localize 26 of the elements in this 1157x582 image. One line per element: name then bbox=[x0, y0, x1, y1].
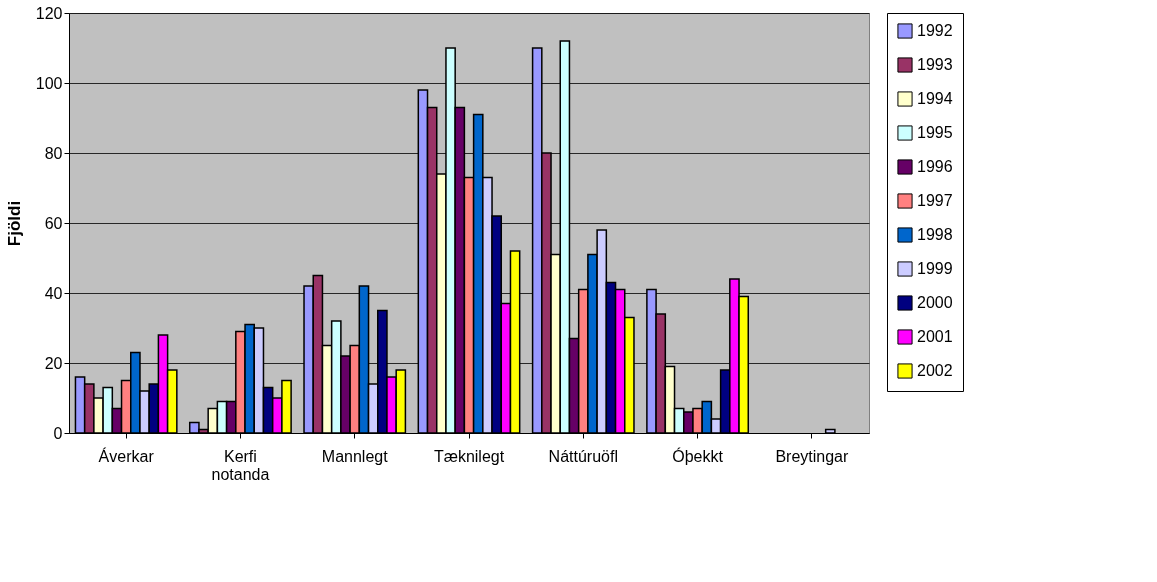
y-tick-label: 20 bbox=[44, 354, 63, 372]
x-tick-label: Breytingar bbox=[775, 447, 849, 465]
legend-label: 1998 bbox=[917, 226, 953, 243]
x-tick-label: Tæknilegt bbox=[433, 447, 505, 465]
legend-label: 2002 bbox=[917, 362, 953, 379]
y-tick-label: 60 bbox=[44, 214, 63, 232]
legend-label: 1997 bbox=[917, 192, 953, 209]
y-tick-label: 120 bbox=[35, 4, 63, 22]
legend-label: 2001 bbox=[917, 328, 953, 345]
x-tick-label: Áverkar bbox=[98, 446, 155, 465]
y-axis-title: Fjöldi bbox=[4, 200, 24, 247]
y-tick-label: 80 bbox=[44, 144, 63, 162]
legend-label: 1996 bbox=[917, 158, 953, 175]
x-tick-label: Óþekkt bbox=[672, 446, 724, 465]
y-tick-label: 40 bbox=[44, 284, 63, 302]
x-tick-label: Náttúruöfl bbox=[548, 447, 618, 465]
legend-label: 1994 bbox=[917, 90, 953, 107]
legend-label: 1992 bbox=[917, 22, 953, 39]
y-tick-label: 0 bbox=[53, 424, 63, 442]
y-tick-label: 100 bbox=[35, 74, 63, 92]
legend-label: 2000 bbox=[917, 294, 953, 311]
x-tick-label: Kerfi notanda bbox=[211, 447, 270, 483]
legend-label: 1999 bbox=[917, 260, 953, 277]
legend-label: 1995 bbox=[917, 124, 953, 141]
x-tick-label: Mannlegt bbox=[321, 447, 389, 465]
legend-label: 1993 bbox=[917, 56, 953, 73]
